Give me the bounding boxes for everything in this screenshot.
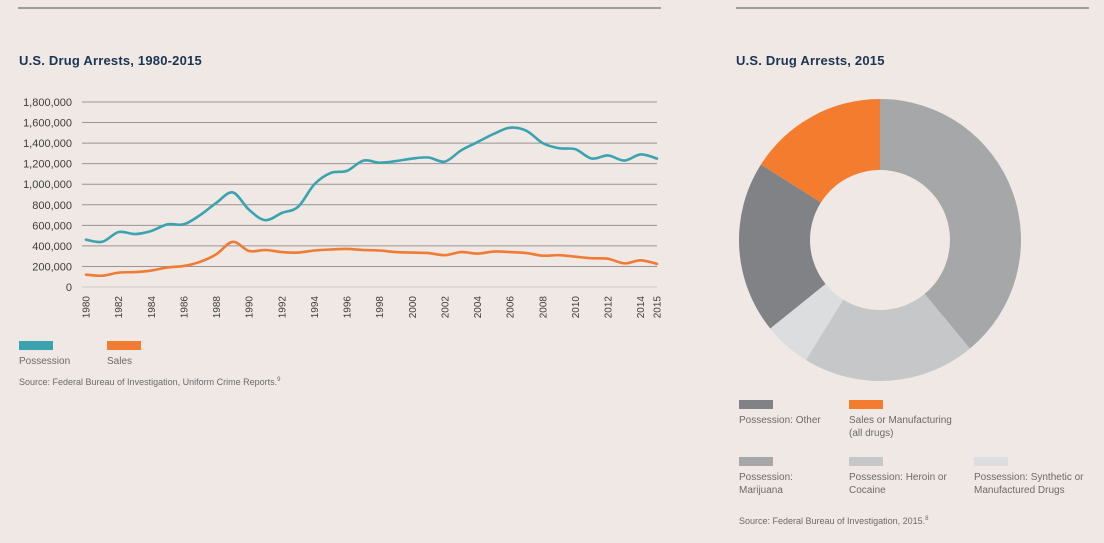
donut-slice-sales-or-manufacturing-all-drugs (760, 99, 880, 203)
legend-label-possession-marijuana: Possession: Marijuana (739, 472, 793, 496)
legend-item-sales-manufacturing: Sales or Manufacturing (all drugs) (849, 400, 964, 440)
series-line-possession (84, 126, 659, 244)
legend-swatch-possession-marijuana (739, 457, 773, 466)
source-text: Source: Federal Bureau of Investigation,… (19, 377, 278, 387)
x-tick-label: 1982 (114, 296, 125, 319)
x-tick-label: 1990 (245, 296, 256, 319)
legend-item-possession-synthetic: Possession: Synthetic or Manufactured Dr… (974, 457, 1094, 497)
top-rule-left (18, 7, 661, 9)
y-tick-label: 600,000 (32, 220, 72, 232)
x-tick-label: 2012 (604, 296, 615, 319)
legend-item-possession-marijuana: Possession: Marijuana (739, 457, 809, 497)
x-tick-label: 1998 (375, 296, 386, 319)
y-tick-label: 200,000 (32, 261, 72, 273)
donut-chart (739, 99, 1021, 381)
x-tick-label: 1984 (147, 296, 158, 319)
legend-swatch-possession-other (739, 400, 773, 409)
top-rule-right (736, 7, 1089, 9)
x-tick-label: 1994 (310, 296, 321, 319)
legend-item-possession-other: Possession: Other (739, 400, 839, 427)
legend-label-possession-other: Possession: Other (739, 415, 821, 426)
x-tick-label: 1986 (179, 296, 190, 319)
x-tick-label: 2008 (538, 296, 549, 319)
legend-item-sales: Sales (107, 341, 141, 368)
legend-item-possession-heroin-cocaine: Possession: Heroin or Cocaine (849, 457, 949, 497)
y-tick-label: 800,000 (32, 200, 72, 212)
y-tick-label: 1,600,000 (23, 118, 72, 130)
x-tick-label: 2002 (440, 296, 451, 319)
x-tick-label: 2010 (571, 296, 582, 319)
y-tick-label: 0 (66, 282, 72, 294)
line-chart-title: U.S. Drug Arrests, 1980-2015 (19, 53, 202, 68)
donut-chart-source: Source: Federal Bureau of Investigation,… (739, 516, 928, 526)
y-tick-label: 1,200,000 (23, 159, 72, 171)
legend-label-possession-heroin-cocaine: Possession: Heroin or Cocaine (849, 472, 947, 496)
legend-swatch-possession-heroin-cocaine (849, 457, 883, 466)
source-text: Source: Federal Bureau of Investigation,… (739, 516, 926, 526)
x-tick-label: 1992 (277, 296, 288, 319)
source-footnote: 9 (277, 377, 281, 383)
legend-swatch-possession (19, 341, 53, 350)
series-line-sales (84, 240, 659, 278)
x-tick-label: 2014 (636, 296, 647, 319)
donut-slice-possession-heroin-or-cocaine (805, 293, 970, 381)
y-tick-label: 1,400,000 (23, 138, 72, 150)
y-tick-label: 1,800,000 (23, 97, 72, 109)
x-tick-label: 2000 (408, 296, 419, 319)
donut-chart-title: U.S. Drug Arrests, 2015 (736, 53, 885, 68)
legend-label-sales-manufacturing: Sales or Manufacturing (all drugs) (849, 415, 952, 439)
x-tick-label: 2015 (653, 296, 664, 319)
legend-item-possession: Possession (19, 341, 70, 368)
legend-label-possession: Possession (19, 356, 71, 367)
line-chart: 0 200,000 400,000 600,000 800,000 1,000,000 1,… (23, 97, 664, 319)
donut-slice-possession-synthetic-or-manufactured-drugs (770, 283, 844, 360)
y-tick-label: 400,000 (32, 241, 72, 253)
x-tick-label: 2004 (473, 296, 484, 319)
x-tick-label: 1996 (343, 296, 354, 319)
y-tick-label: 1,000,000 (23, 179, 72, 191)
legend-swatch-sales-manufacturing (849, 400, 883, 409)
legend-label-possession-synthetic: Possession: Synthetic or Manufactured Dr… (974, 472, 1084, 496)
donut-slice-possession-marijuana (880, 99, 1021, 349)
legend-label-sales: Sales (107, 356, 133, 367)
x-tick-label: 1988 (212, 296, 223, 319)
legend-swatch-sales (107, 341, 141, 350)
x-tick-label: 2006 (506, 296, 517, 319)
x-tick-label: 1980 (82, 296, 93, 319)
legend-swatch-possession-synthetic (974, 457, 1008, 466)
source-footnote: 8 (925, 516, 929, 522)
line-chart-source: Source: Federal Bureau of Investigation,… (19, 377, 280, 387)
donut-slice-possession-other (739, 164, 826, 329)
